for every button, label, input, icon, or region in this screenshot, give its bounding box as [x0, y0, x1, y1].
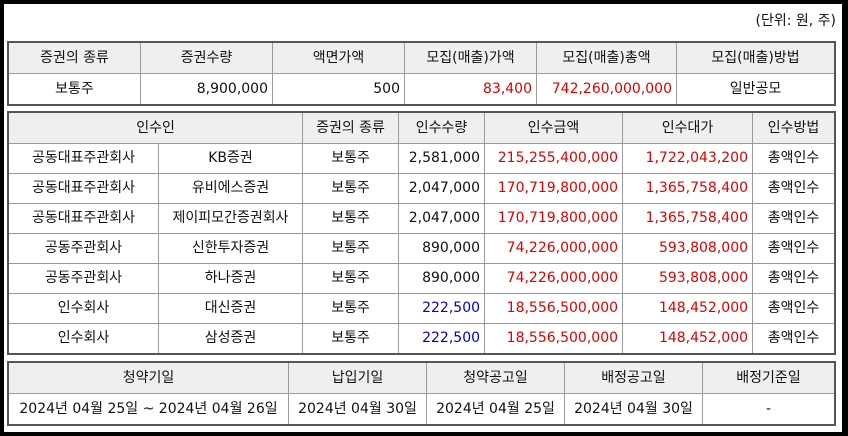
underwrite-fee: 148,452,000: [622, 293, 754, 324]
underwriter-firm: 유비에스증권: [157, 173, 304, 204]
subscription-notice: 2024년 04월 25일: [426, 393, 565, 425]
table-row: 공동대표주관회사 제이피모간증권회사 보통주 2,047,000 170,719…: [8, 203, 836, 234]
underwrite-method: 총액인수: [752, 263, 836, 294]
underwrite-amount: 74,226,000,000: [484, 263, 624, 294]
header-underwrite-method: 인수방법: [752, 112, 836, 144]
offering-data-row: 보통주 8,900,000 500 83,400 742,260,000,000…: [8, 73, 835, 105]
underwriter-firm: 신한투자증권: [157, 233, 304, 264]
quantity: 8,900,000: [140, 73, 273, 105]
offer-method: 일반공모: [676, 73, 835, 105]
table-row: 인수회사 대신증권 보통주 222,500 18,556,500,000 148…: [8, 293, 836, 324]
allocation-base: -: [702, 393, 835, 425]
table-row: 공동주관회사 하나증권 보통주 890,000 74,226,000,000 5…: [8, 263, 836, 294]
underwrite-method: 총액인수: [752, 323, 836, 354]
table-row: 공동대표주관회사 KB증권 보통주 2,581,000 215,255,400,…: [8, 143, 836, 174]
security-type: 보통주: [302, 233, 400, 264]
underwrite-amount: 18,556,500,000: [484, 323, 624, 354]
underwriter-firm: 삼성증권: [157, 323, 304, 354]
header-offer-price: 모집(매출)가액: [404, 42, 537, 74]
header-payment-date: 납입기일: [288, 362, 427, 394]
underwrite-method: 총액인수: [752, 203, 836, 234]
header-underwrite-amount: 인수금액: [484, 112, 624, 144]
underwriter-role: 인수회사: [8, 323, 159, 354]
underwriter-role: 공동대표주관회사: [8, 173, 159, 204]
underwrite-qty: 222,500: [398, 293, 486, 324]
header-offer-total: 모집(매출)총액: [536, 42, 677, 74]
table-row: 공동대표주관회사 유비에스증권 보통주 2,047,000 170,719,80…: [8, 173, 836, 204]
underwriter-firm: 하나증권: [157, 263, 304, 294]
payment-date: 2024년 04월 30일: [288, 393, 427, 425]
underwriters-table: 인수인 증권의 종류 인수수량 인수금액 인수대가 인수방법 공동대표주관회사 …: [6, 111, 837, 355]
underwrite-method: 총액인수: [752, 143, 836, 174]
header-subscription-notice: 청약공고일: [426, 362, 565, 394]
security-type: 보통주: [302, 203, 400, 234]
schedule-data-row: 2024년 04월 25일 ~ 2024년 04월 26일 2024년 04월 …: [8, 393, 835, 425]
header-security-type: 증권의 종류: [8, 42, 141, 74]
underwrite-qty: 2,047,000: [398, 203, 486, 234]
offering-header-row: 증권의 종류 증권수량 액면가액 모집(매출)가액 모집(매출)총액 모집(매출…: [8, 42, 835, 74]
underwrite-qty: 2,047,000: [398, 173, 486, 204]
underwrite-fee: 1,365,758,400: [622, 203, 754, 234]
underwriter-role: 인수회사: [8, 293, 159, 324]
underwrite-amount: 170,719,800,000: [484, 203, 624, 234]
header-par-value: 액면가액: [272, 42, 405, 74]
header-underwriter: 인수인: [7, 112, 304, 144]
underwrite-amount: 74,226,000,000: [484, 233, 624, 264]
underwrite-qty: 890,000: [398, 233, 486, 264]
underwriter-firm: 대신증권: [157, 293, 304, 324]
offering-table: 증권의 종류 증권수량 액면가액 모집(매출)가액 모집(매출)총액 모집(매출…: [7, 41, 836, 106]
header-security-type: 증권의 종류: [302, 112, 400, 144]
underwriter-role: 공동대표주관회사: [8, 203, 159, 234]
underwrite-fee: 148,452,000: [622, 323, 754, 354]
underwrite-method: 총액인수: [752, 293, 836, 324]
unit-note: (단위: 원, 주): [755, 13, 836, 29]
underwriter-role: 공동주관회사: [8, 233, 159, 264]
security-type: 보통주: [302, 173, 400, 204]
underwrite-amount: 215,255,400,000: [484, 143, 624, 174]
underwrite-fee: 1,722,043,200: [622, 143, 754, 174]
underwrite-fee: 1,365,758,400: [622, 173, 754, 204]
security-type: 보통주: [302, 323, 400, 354]
subscription-period: 2024년 04월 25일 ~ 2024년 04월 26일: [8, 393, 289, 425]
header-subscription-period: 청약기일: [8, 362, 289, 394]
header-underwrite-fee: 인수대가: [622, 112, 754, 144]
table-row: 공동주관회사 신한투자증권 보통주 890,000 74,226,000,000…: [8, 233, 836, 264]
security-type: 보통주: [302, 143, 400, 174]
schedule-table: 청약기일 납입기일 청약공고일 배정공고일 배정기준일 2024년 04월 25…: [7, 361, 836, 426]
header-quantity: 증권수량: [140, 42, 273, 74]
schedule-header-row: 청약기일 납입기일 청약공고일 배정공고일 배정기준일: [8, 362, 835, 394]
underwrite-fee: 593,808,000: [622, 263, 754, 294]
header-allocation-base: 배정기준일: [702, 362, 835, 394]
header-offer-method: 모집(매출)방법: [676, 42, 835, 74]
security-type: 보통주: [8, 73, 141, 105]
underwrite-method: 총액인수: [752, 233, 836, 264]
underwrite-qty: 890,000: [398, 263, 486, 294]
offer-price: 83,400: [404, 73, 537, 105]
allocation-notice: 2024년 04월 30일: [564, 393, 703, 425]
underwriter-role: 공동주관회사: [8, 263, 159, 294]
underwrite-amount: 18,556,500,000: [484, 293, 624, 324]
underwrite-amount: 170,719,800,000: [484, 173, 624, 204]
underwrite-qty: 222,500: [398, 323, 486, 354]
header-allocation-notice: 배정공고일: [564, 362, 703, 394]
underwriter-role: 공동대표주관회사: [8, 143, 159, 174]
par-value: 500: [272, 73, 405, 105]
underwriters-header-row: 인수인 증권의 종류 인수수량 인수금액 인수대가 인수방법: [7, 112, 836, 144]
underwriter-firm: 제이피모간증권회사: [157, 203, 304, 234]
underwrite-method: 총액인수: [752, 173, 836, 204]
header-underwrite-qty: 인수수량: [398, 112, 486, 144]
table-row: 인수회사 삼성증권 보통주 222,500 18,556,500,000 148…: [8, 323, 836, 354]
security-type: 보통주: [302, 293, 400, 324]
underwrite-qty: 2,581,000: [398, 143, 486, 174]
offer-total: 742,260,000,000: [536, 73, 677, 105]
security-type: 보통주: [302, 263, 400, 294]
underwrite-fee: 593,808,000: [622, 233, 754, 264]
underwriter-firm: KB증권: [157, 143, 304, 174]
